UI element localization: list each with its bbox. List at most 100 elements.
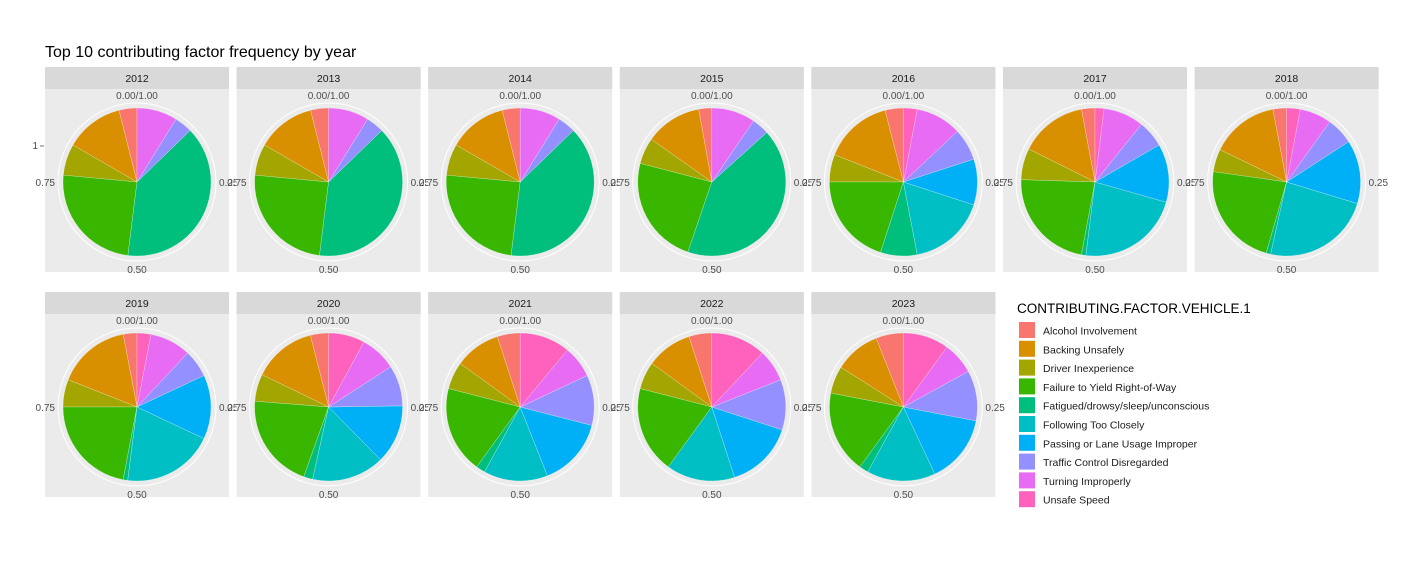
- facet-strip-label: 2013: [317, 73, 341, 85]
- legend-item-backing-unsafely: Backing Unsafely: [1019, 340, 1125, 357]
- legend-swatch: [1019, 322, 1035, 338]
- legend-swatch: [1019, 359, 1035, 376]
- angle-tick-label: 0.50: [894, 265, 914, 276]
- angle-tick-label: 0.25: [985, 403, 1005, 414]
- legend-item-driver-inexperience: Driver Inexperience: [1019, 359, 1134, 376]
- slice-backing-unsafely: [834, 110, 904, 183]
- facet-strip-label: 2015: [700, 73, 724, 85]
- legend-item-failure-to-yield-right-of-way: Failure to Yield Right-of-Way: [1019, 378, 1177, 395]
- facet-strip-label: 2016: [892, 73, 916, 85]
- angle-tick-label: 0.25: [219, 403, 239, 414]
- slice-passing-or-lane-usage-improper: [136, 375, 212, 439]
- facet-strip: [1194, 67, 1379, 89]
- facet-strip: [45, 292, 229, 314]
- slice-fatigued-drowsy-sleep-unconscious: [510, 130, 595, 257]
- slice-passing-or-lane-usage-improper: [711, 406, 783, 478]
- angle-tick-label: 0.25: [602, 178, 622, 189]
- angle-tick-label: 0.50: [319, 265, 339, 276]
- facet-strip-label: 2012: [125, 73, 149, 85]
- legend-item-turning-improperly: Turning Improperly: [1019, 472, 1131, 489]
- slice-backing-unsafely: [455, 109, 521, 183]
- legend-item-following-too-closely: Following Too Closely: [1019, 416, 1145, 432]
- polar-gridline: [57, 327, 217, 487]
- slice-backing-unsafely: [1219, 109, 1287, 183]
- legend-swatch: [1019, 491, 1035, 508]
- slice-following-too-closely: [1085, 181, 1167, 257]
- facet-2019: 2019 0.00/1.00 0.25 0.50 0.75: [36, 292, 239, 501]
- slice-backing-unsafely: [1028, 109, 1096, 183]
- slice-passing-or-lane-usage-improper: [328, 405, 403, 461]
- facet-strip: [236, 67, 421, 89]
- angle-tick-label: 0.25: [794, 178, 814, 189]
- angle-tick-label: 0.75: [419, 178, 439, 189]
- polar-gridline: [249, 102, 409, 262]
- slice-unsafe-speed: [711, 332, 763, 408]
- polar-gridline: [249, 327, 409, 487]
- slice-unsafe-speed: [136, 332, 152, 408]
- legend-label: Turning Improperly: [1043, 476, 1131, 488]
- facet-2012: 2012 0.00/1.00 0.25 0.50 0.75: [36, 67, 239, 276]
- slice-passing-or-lane-usage-improper: [1286, 141, 1361, 204]
- slice-backing-unsafely: [67, 334, 138, 408]
- facet-strip: [811, 292, 996, 314]
- angle-tick-label: 0.75: [610, 403, 630, 414]
- facet-2014: 2014 0.00/1.00 0.25 0.50 0.75: [419, 67, 622, 276]
- angle-tick-label: 0.75: [36, 403, 56, 414]
- slice-unsafe-speed: [1094, 107, 1105, 183]
- angle-tick-label: 0.75: [419, 403, 439, 414]
- facet-2020: 2020 0.00/1.00 0.25 0.50 0.75: [227, 292, 431, 501]
- angle-tick-label: 0.25: [1177, 178, 1197, 189]
- facet-strip: [428, 292, 613, 314]
- legend-item-passing-or-lane-usage-improper: Passing or Lane Usage Improper: [1019, 434, 1198, 451]
- angle-tick-label: 0.50: [702, 490, 722, 501]
- legend-item-alcohol-involvement: Alcohol Involvement: [1019, 322, 1137, 338]
- angle-tick-label: 0.00/1.00: [499, 316, 541, 327]
- legend-label: Driver Inexperience: [1043, 363, 1134, 375]
- facet-strip-label: 2017: [1083, 73, 1107, 85]
- angle-tick-label: 0.50: [702, 265, 722, 276]
- angle-tick-label: 0.75: [227, 403, 247, 414]
- legend-item-traffic-control-disregarded: Traffic Control Disregarded: [1019, 453, 1169, 470]
- legend-swatch: [1019, 378, 1035, 395]
- facet-strip-label: 2023: [892, 298, 916, 310]
- angle-tick-label: 0.75: [994, 178, 1014, 189]
- facet-strip-label: 2022: [700, 298, 724, 310]
- angle-tick-label: 0.00/1.00: [691, 316, 733, 327]
- angle-tick-label: 0.25: [411, 403, 431, 414]
- polar-gridline: [823, 102, 983, 262]
- angle-tick-label: 0.75: [802, 178, 822, 189]
- legend-swatch: [1019, 397, 1035, 414]
- slice-failure-to-yield-right-of-way: [1020, 179, 1096, 255]
- angle-tick-label: 0.75: [227, 178, 247, 189]
- angle-tick-label: 0.50: [1277, 265, 1297, 276]
- legend-label: Failure to Yield Right-of-Way: [1043, 382, 1177, 394]
- slice-failure-to-yield-right-of-way: [1212, 171, 1287, 254]
- angle-tick-label: 0.50: [1085, 265, 1105, 276]
- slice-backing-unsafely: [261, 335, 329, 408]
- angle-tick-label: 0.00/1.00: [116, 316, 158, 327]
- facet-strip-label: 2021: [509, 298, 533, 310]
- polar-gridline: [1207, 102, 1367, 262]
- facet-strip-label: 2020: [317, 298, 341, 310]
- legend-swatch: [1019, 472, 1035, 489]
- facet-strip: [811, 67, 996, 89]
- facet-2023: 2023 0.00/1.00 0.25 0.50 0.75: [802, 292, 1005, 501]
- angle-tick-label: 0.75: [36, 178, 56, 189]
- angle-tick-label: 0.50: [510, 490, 530, 501]
- facet-2015: 2015 0.00/1.00 0.25 0.50 0.75: [610, 67, 814, 276]
- facet-2013: 2013 0.00/1.00 0.25 0.50 0.75: [227, 67, 431, 276]
- slice-unsafe-speed: [903, 107, 918, 183]
- legend-label: Following Too Closely: [1043, 420, 1145, 432]
- slice-following-too-closely: [668, 406, 735, 482]
- legend-item-unsafe-speed: Unsafe Speed: [1019, 491, 1110, 508]
- angle-tick-label: 0.00/1.00: [691, 91, 733, 102]
- slice-failure-to-yield-right-of-way: [446, 388, 521, 468]
- slice-following-too-closely: [903, 181, 975, 255]
- angle-tick-label: 0.50: [127, 490, 147, 501]
- slice-failure-to-yield-right-of-way: [637, 163, 713, 253]
- angle-tick-label: 0.50: [127, 265, 147, 276]
- legend-label: Unsafe Speed: [1043, 495, 1110, 507]
- slice-following-too-closely: [484, 406, 548, 482]
- slice-following-too-closely: [127, 406, 205, 482]
